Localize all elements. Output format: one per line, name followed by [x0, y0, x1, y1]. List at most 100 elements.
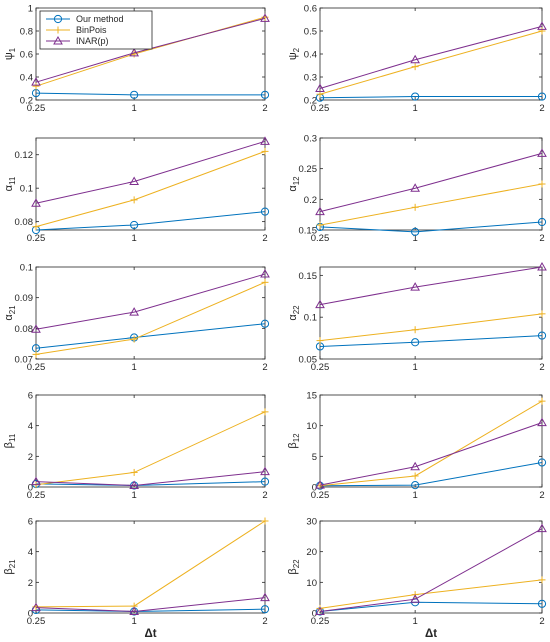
data-point [261, 147, 269, 155]
y-tick-label: 30 [306, 517, 317, 528]
plot-frame [35, 520, 266, 614]
data-point [315, 606, 325, 615]
plot-frame [319, 266, 543, 360]
series-line-0 [35, 211, 266, 231]
x-tick-label: 2 [539, 362, 544, 373]
data-point [411, 472, 419, 480]
legend-marker [53, 35, 63, 45]
y-axis-label: α21 [3, 305, 17, 321]
data-point [130, 90, 139, 99]
chart-panel-2: 0.2 0.3 0.4 0.5 0.6 0.25 1 2 ψ2 [287, 4, 547, 114]
data-point [129, 480, 140, 489]
data-point [315, 206, 325, 216]
y-tick-label: 0.09 [15, 293, 34, 304]
series-line-2 [319, 528, 543, 612]
data-point [261, 408, 269, 416]
chart-panel-7: 0 2 4 6 0.25 1 2 β11 [3, 391, 270, 501]
data-point [129, 307, 140, 316]
y-tick-label: 2 [28, 452, 33, 463]
y-tick-label: 6 [28, 391, 33, 402]
x-tick-label: 0.25 [311, 362, 330, 373]
series-line-0 [319, 335, 543, 347]
series-line-2 [319, 266, 543, 306]
y-axis-label: ψ1 [3, 47, 17, 60]
data-point [411, 63, 419, 71]
y-tick-label: 0.2 [20, 96, 33, 107]
data-point [31, 476, 41, 486]
data-point [260, 207, 270, 216]
legend-label: BinPois [76, 25, 107, 35]
data-point [537, 148, 547, 157]
series-line-0 [319, 96, 542, 99]
y-tick-label: 0.08 [15, 217, 34, 228]
x-tick-label: 0.25 [27, 103, 46, 114]
series-line-2 [35, 17, 266, 83]
x-tick-label: 1 [131, 490, 136, 501]
x-tick-label: 0.25 [27, 233, 46, 244]
data-point [537, 523, 547, 533]
chart-panel-9: 0 2 4 6 0.25 1 2 β21 [3, 517, 270, 627]
x-axis-label-2: Δt [425, 628, 437, 640]
data-point [410, 282, 421, 291]
data-point [537, 599, 547, 608]
data-point [130, 468, 138, 476]
data-point [32, 82, 40, 90]
x-tick-label: 2 [539, 490, 544, 501]
data-point [411, 481, 420, 490]
y-axis-label: β11 [3, 433, 17, 448]
y-tick-label: 0.6 [304, 4, 317, 15]
y-tick-label: 0.1 [304, 313, 317, 324]
data-point [538, 397, 546, 405]
data-point [538, 576, 546, 584]
plot-frame [319, 394, 543, 488]
data-point [260, 605, 270, 614]
plot-frame [35, 266, 266, 360]
x-tick-label: 0.25 [311, 233, 330, 244]
y-tick-label: 0 [312, 609, 317, 620]
chart-panel-3: 0.08 0.1 0.12 0.25 1 2 α11 [3, 136, 270, 244]
x-tick-label: 2 [539, 616, 544, 627]
x-tick-label: 0.25 [311, 103, 330, 114]
series-line-2 [35, 273, 266, 330]
x-tick-label: 0.25 [27, 616, 46, 627]
data-point [260, 466, 270, 476]
chart-panel-4: 0.15 0.2 0.25 0.3 0.25 1 2 α12 [287, 134, 547, 244]
data-point [130, 196, 138, 204]
series-line-2 [319, 422, 543, 486]
data-point [130, 220, 139, 230]
x-tick-label: 1 [131, 616, 136, 627]
x-tick-label: 1 [131, 103, 136, 114]
y-tick-label: 4 [28, 421, 33, 432]
x-tick-label: 2 [539, 103, 544, 114]
y-tick-label: 20 [306, 547, 317, 558]
y-axis-label: β21 [3, 559, 17, 575]
data-point [538, 27, 546, 35]
x-axis-label-1: Δt [144, 628, 156, 640]
data-point [129, 176, 140, 185]
data-point [31, 602, 41, 612]
data-point [537, 92, 547, 101]
data-point [31, 77, 41, 86]
data-point [537, 261, 547, 271]
plot-frame [319, 7, 543, 101]
y-tick-label: 0.05 [299, 355, 318, 366]
y-tick-label: 0 [28, 609, 33, 620]
data-point [260, 319, 270, 328]
y-tick-label: 0.25 [299, 164, 318, 175]
y-tick-label: 6 [28, 517, 33, 528]
data-point [410, 594, 421, 603]
x-tick-label: 2 [262, 490, 267, 501]
y-tick-label: 0 [28, 483, 33, 494]
y-tick-label: 0.1 [20, 184, 33, 195]
data-point [260, 136, 270, 145]
series-line-0 [319, 221, 543, 233]
x-tick-label: 1 [412, 362, 417, 373]
y-tick-label: 0.4 [20, 73, 33, 84]
data-point [31, 198, 41, 207]
y-tick-label: 0.2 [304, 195, 317, 206]
data-point [315, 83, 325, 92]
data-point [32, 350, 40, 358]
y-tick-label: 0.4 [304, 50, 317, 61]
data-point [411, 326, 419, 334]
